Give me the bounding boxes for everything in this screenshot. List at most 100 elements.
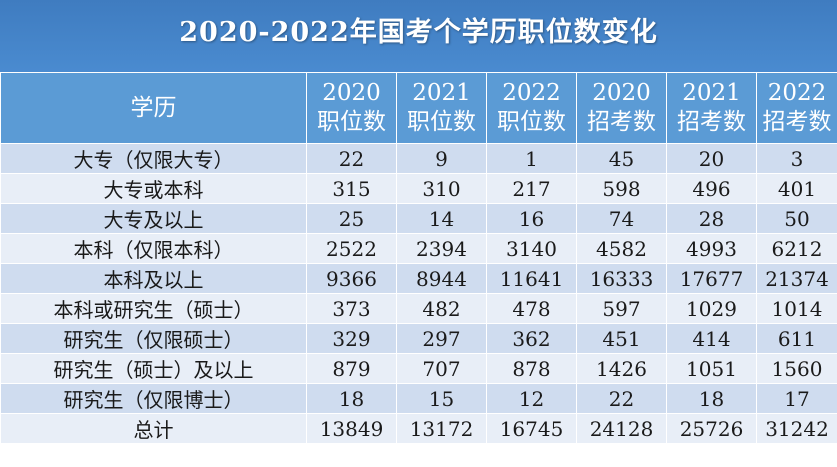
cell-value: 315: [306, 173, 397, 204]
cell-value: 297: [396, 323, 487, 354]
cell-value: 362: [486, 323, 577, 354]
cell-value: 3: [756, 143, 837, 174]
cell-value: 1426: [576, 353, 667, 384]
header-2022-positions: 2022 职位数: [486, 72, 577, 144]
cell-value: 74: [576, 203, 667, 234]
cell-value: 878: [486, 353, 577, 384]
cell-value: 598: [576, 173, 667, 204]
table-row: 本科（仅限本科） 2522 2394 3140 4582 4993 6212: [0, 233, 837, 264]
header-label: 招考数: [587, 109, 656, 135]
cell-value: 373: [306, 293, 397, 324]
header-2021-recruits: 2021 招考数: [666, 72, 757, 144]
cell-value: 25: [306, 203, 397, 234]
education-positions-table: 学历 2020 职位数 2021 职位数 2022 职位数 2020 招考数 2…: [0, 72, 837, 444]
cell-value: 24128: [576, 413, 667, 444]
header-year: 2022: [767, 80, 827, 106]
header-label: 招考数: [762, 109, 832, 135]
cell-value: 2522: [306, 233, 397, 264]
cell-value: 14: [396, 203, 487, 234]
header-education: 学历: [0, 72, 307, 144]
cell-value: 1: [486, 143, 577, 174]
row-label: 大专（仅限大专）: [0, 143, 307, 174]
cell-value: 45: [576, 143, 667, 174]
cell-value: 13849: [306, 413, 397, 444]
row-label: 本科（仅限本科）: [0, 233, 307, 264]
header-2022-recruits: 2022 招考数: [756, 72, 837, 144]
header-year: 2022: [502, 80, 561, 106]
cell-value: 21374: [756, 263, 837, 294]
cell-value: 18: [306, 383, 397, 414]
cell-value: 9: [396, 143, 487, 174]
cell-value: 9366: [306, 263, 397, 294]
cell-value: 329: [306, 323, 397, 354]
header-label: 职位数: [407, 109, 476, 135]
table-row: 大专或本科 315 310 217 598 496 401: [0, 173, 837, 204]
header-label: 职位数: [497, 109, 566, 135]
cell-value: 707: [396, 353, 487, 384]
header-year: 2021: [682, 80, 741, 106]
cell-value: 6212: [756, 233, 837, 264]
table-row: 本科或研究生（硕士） 373 482 478 597 1029 1014: [0, 293, 837, 324]
cell-value: 13172: [396, 413, 487, 444]
cell-value: 611: [756, 323, 837, 354]
cell-value: 1014: [756, 293, 837, 324]
header-label: 职位数: [317, 109, 386, 135]
row-label: 大专及以上: [0, 203, 307, 234]
cell-value: 50: [756, 203, 837, 234]
cell-value: 2394: [396, 233, 487, 264]
header-2020-recruits: 2020 招考数: [576, 72, 667, 144]
cell-value: 496: [666, 173, 757, 204]
cell-value: 25726: [666, 413, 757, 444]
table-row: 大专及以上 25 14 16 74 28 50: [0, 203, 837, 234]
row-label: 研究生（仅限博士）: [0, 383, 307, 414]
cell-value: 879: [306, 353, 397, 384]
header-year: 2020: [592, 80, 651, 106]
table-row: 本科及以上 9366 8944 11641 16333 17677 21374: [0, 263, 837, 294]
cell-value: 1560: [756, 353, 837, 384]
row-label: 大专或本科: [0, 173, 307, 204]
header-2020-positions: 2020 职位数: [306, 72, 397, 144]
cell-value: 310: [396, 173, 487, 204]
table-row: 研究生（仅限硕士） 329 297 362 451 414 611: [0, 323, 837, 354]
row-label: 本科及以上: [0, 263, 307, 294]
table-row: 研究生（硕士）及以上 879 707 878 1426 1051 1560: [0, 353, 837, 384]
cell-value: 12: [486, 383, 577, 414]
cell-value: 16: [486, 203, 577, 234]
cell-value: 482: [396, 293, 487, 324]
cell-value: 18: [666, 383, 757, 414]
cell-value: 597: [576, 293, 667, 324]
cell-value: 4993: [666, 233, 757, 264]
page-title: 2020-2022年国考个学历职位数变化: [0, 0, 837, 72]
header-year: 2021: [412, 80, 471, 106]
cell-value: 451: [576, 323, 667, 354]
cell-value: 31242: [756, 413, 837, 444]
cell-value: 22: [576, 383, 667, 414]
row-label: 研究生（硕士）及以上: [0, 353, 307, 384]
cell-value: 8944: [396, 263, 487, 294]
cell-value: 15: [396, 383, 487, 414]
table-row: 研究生（仅限博士） 18 15 12 22 18 17: [0, 383, 837, 414]
cell-value: 4582: [576, 233, 667, 264]
cell-value: 3140: [486, 233, 577, 264]
row-label: 研究生（仅限硕士）: [0, 323, 307, 354]
header-2021-positions: 2021 职位数: [396, 72, 487, 144]
table-row: 大专（仅限大专） 22 9 1 45 20 3: [0, 143, 837, 174]
header-label: 招考数: [677, 109, 746, 135]
cell-value: 16333: [576, 263, 667, 294]
cell-value: 17: [756, 383, 837, 414]
table-row-total: 总计 13849 13172 16745 24128 25726 31242: [0, 413, 837, 444]
header-year: 2020: [322, 80, 381, 106]
cell-value: 1051: [666, 353, 757, 384]
table-header-row: 学历 2020 职位数 2021 职位数 2022 职位数 2020 招考数 2…: [0, 72, 837, 144]
cell-value: 401: [756, 173, 837, 204]
cell-value: 217: [486, 173, 577, 204]
cell-value: 22: [306, 143, 397, 174]
cell-value: 20: [666, 143, 757, 174]
cell-value: 17677: [666, 263, 757, 294]
cell-value: 16745: [486, 413, 577, 444]
row-label: 本科或研究生（硕士）: [0, 293, 307, 324]
cell-value: 478: [486, 293, 577, 324]
cell-value: 1029: [666, 293, 757, 324]
cell-value: 11641: [486, 263, 577, 294]
cell-value: 414: [666, 323, 757, 354]
